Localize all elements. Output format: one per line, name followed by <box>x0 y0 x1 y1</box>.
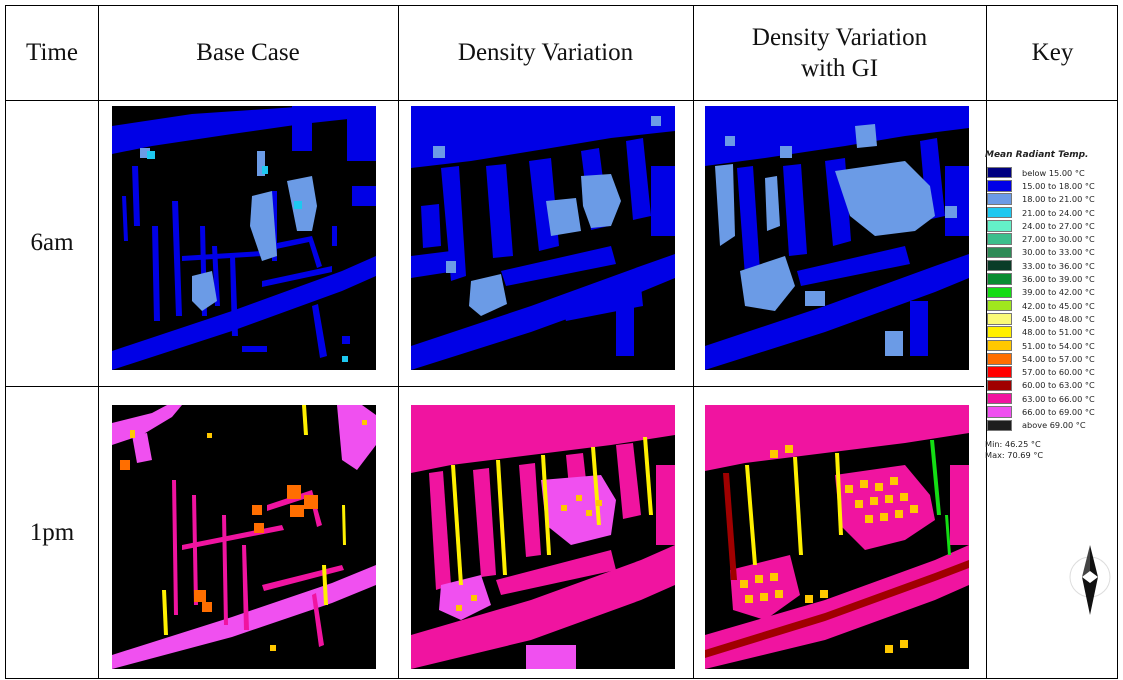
legend-swatch <box>987 206 1012 219</box>
legend-swatch <box>987 353 1012 365</box>
legend-item: 60.00 to 63.00 °C <box>985 379 1120 392</box>
legend-swatch <box>987 233 1012 245</box>
legend-label: 24.00 to 27.00 °C <box>1022 220 1095 231</box>
legend-item: 45.00 to 48.00 °C <box>985 312 1120 325</box>
legend-swatch <box>987 379 1012 392</box>
divider <box>986 6 987 678</box>
legend-label: 63.00 to 66.00 °C <box>1022 393 1095 404</box>
legend-swatch <box>987 273 1012 285</box>
legend-item: 21.00 to 24.00 °C <box>985 206 1120 219</box>
legend-item: 36.00 to 39.00 °C <box>985 272 1120 285</box>
map-6am-base-case <box>112 106 376 370</box>
legend-title: Mean Radiant Temp. <box>985 150 1089 160</box>
legend-label: 15.00 to 18.00 °C <box>1022 180 1095 191</box>
legend-label: 30.00 to 33.00 °C <box>1022 247 1095 258</box>
legend-swatch <box>987 246 1012 259</box>
header-density-variation: Density Variation <box>457 39 634 67</box>
legend-item: 63.00 to 66.00 °C <box>985 392 1120 405</box>
legend-item: 39.00 to 42.00 °C <box>985 286 1120 299</box>
legend-swatch <box>987 313 1012 325</box>
legend-swatch <box>987 299 1012 312</box>
legend-item: 30.00 to 33.00 °C <box>985 246 1120 259</box>
legend-label: 60.00 to 63.00 °C <box>1022 380 1095 391</box>
map-6am-density-variation-gi <box>705 106 969 370</box>
legend-label: 51.00 to 54.00 °C <box>1022 340 1095 351</box>
row-label-6am: 6am <box>30 229 74 256</box>
legend-swatch <box>987 419 1012 432</box>
legend-label: above 69.00 °C <box>1022 420 1086 431</box>
legend-item: 66.00 to 69.00 °C <box>985 405 1120 418</box>
legend-swatch <box>987 392 1012 405</box>
map-1pm-density-variation <box>411 405 675 669</box>
legend-label: 21.00 to 24.00 °C <box>1022 207 1095 218</box>
legend-label: 33.00 to 36.00 °C <box>1022 260 1095 271</box>
legend-label: 48.00 to 51.00 °C <box>1022 327 1095 338</box>
legend-label: 39.00 to 42.00 °C <box>1022 287 1095 298</box>
legend-swatch <box>987 286 1012 299</box>
legend-max: Max: 70.69 °C <box>985 449 1044 460</box>
legend-item: 57.00 to 60.00 °C <box>985 365 1120 378</box>
legend-min: Min: 46.25 °C <box>985 438 1041 449</box>
legend-item: 51.00 to 54.00 °C <box>985 339 1120 352</box>
legend-swatch <box>987 220 1012 232</box>
header-density-variation-gi: Density Variation with GI <box>751 23 928 82</box>
divider <box>398 6 399 678</box>
legend-item: 48.00 to 51.00 °C <box>985 326 1120 339</box>
legend-item: 24.00 to 27.00 °C <box>985 219 1120 232</box>
legend-item: 27.00 to 30.00 °C <box>985 232 1120 245</box>
legend: Mean Radiant Temp. below 15.00 °C 15.00 t… <box>985 150 1120 461</box>
legend-label: 27.00 to 30.00 °C <box>1022 234 1095 245</box>
legend-swatch <box>987 339 1012 352</box>
legend-swatch <box>987 406 1012 418</box>
legend-swatch <box>987 180 1012 192</box>
map-1pm-base-case <box>112 405 376 669</box>
legend-item: 15.00 to 18.00 °C <box>985 179 1120 192</box>
legend-swatch <box>987 326 1012 338</box>
comparison-table: Time Base Case Density Variation Density… <box>5 5 1118 679</box>
north-arrow-icon: N <box>1068 545 1112 615</box>
divider <box>693 6 694 678</box>
header-base-case: Base Case <box>196 39 300 67</box>
legend-label: 42.00 to 45.00 °C <box>1022 300 1095 311</box>
divider <box>6 386 984 387</box>
legend-label: 45.00 to 48.00 °C <box>1022 313 1095 324</box>
north-letter: N <box>1087 574 1092 582</box>
legend-swatch <box>987 259 1012 272</box>
legend-item: 42.00 to 45.00 °C <box>985 299 1120 312</box>
legend-item: 18.00 to 21.00 °C <box>985 193 1120 206</box>
map-1pm-density-variation-gi <box>705 405 969 669</box>
legend-label: 66.00 to 69.00 °C <box>1022 406 1095 417</box>
legend-item: 33.00 to 36.00 °C <box>985 259 1120 272</box>
legend-swatch <box>987 193 1012 205</box>
legend-label: 54.00 to 57.00 °C <box>1022 353 1095 364</box>
legend-label: 18.00 to 21.00 °C <box>1022 194 1095 205</box>
row-label-1pm: 1pm <box>29 519 75 546</box>
legend-item: 54.00 to 57.00 °C <box>985 352 1120 365</box>
legend-swatch <box>987 166 1012 179</box>
legend-label: below 15.00 °C <box>1022 167 1085 178</box>
map-6am-density-variation <box>411 106 675 370</box>
legend-label: 57.00 to 60.00 °C <box>1022 367 1095 378</box>
legend-label: 36.00 to 39.00 °C <box>1022 274 1095 285</box>
divider <box>6 100 1117 101</box>
legend-swatch <box>987 366 1012 378</box>
header-time: Time <box>26 39 78 67</box>
legend-item: below 15.00 °C <box>985 166 1120 179</box>
legend-item: above 69.00 °C <box>985 419 1120 432</box>
header-key: Key <box>1031 39 1074 67</box>
divider <box>98 6 99 678</box>
